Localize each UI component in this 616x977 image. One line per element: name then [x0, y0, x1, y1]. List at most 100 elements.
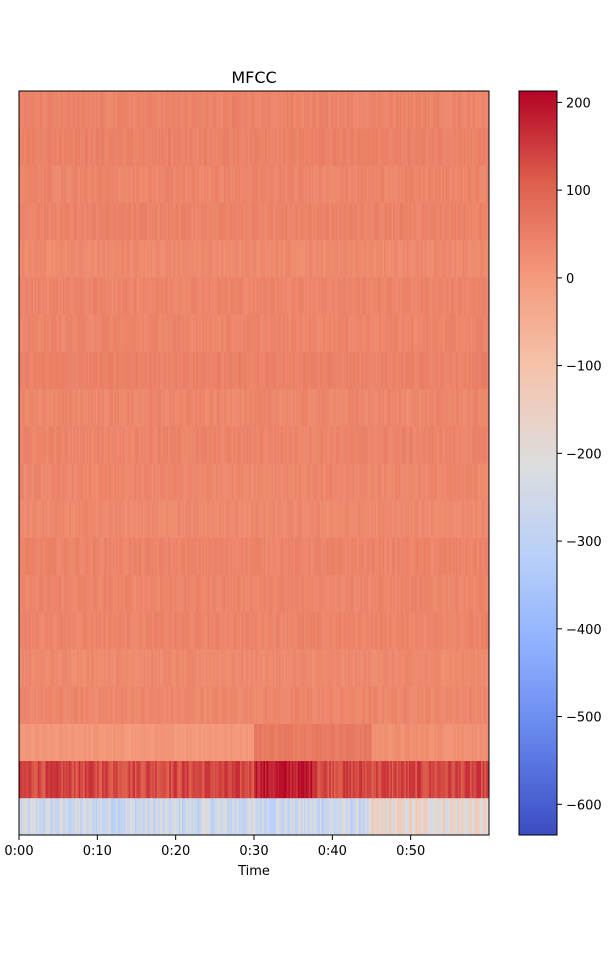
heatmap-cell [396, 574, 399, 613]
heatmap-cell [133, 723, 136, 761]
heatmap-cell [434, 760, 437, 799]
heatmap-cell [130, 611, 133, 650]
heatmap-cell [352, 314, 355, 352]
heatmap-cell [333, 649, 336, 687]
heatmap-cell [366, 277, 369, 315]
heatmap-cell [290, 239, 292, 278]
heatmap-cell [330, 351, 333, 389]
heatmap-cell [250, 797, 253, 836]
heatmap-cell [343, 277, 346, 315]
heatmap-cell [487, 760, 490, 799]
heatmap-cell [183, 797, 186, 836]
heatmap-cell [283, 537, 286, 575]
heatmap-cell [330, 463, 333, 501]
heatmap-cell [354, 277, 357, 315]
heatmap-cell [268, 388, 271, 427]
heatmap-cell [368, 723, 371, 761]
heatmap-cell [192, 351, 195, 389]
heatmap-cell [172, 611, 175, 650]
heatmap-cell [398, 277, 401, 315]
heatmap-cell [95, 760, 98, 799]
heatmap-cell [119, 611, 122, 650]
heatmap-cell [340, 611, 343, 650]
heatmap-cell [318, 797, 321, 836]
heatmap-cell [172, 797, 175, 836]
heatmap-cell [134, 388, 137, 427]
heatmap-cell [487, 388, 490, 427]
heatmap-cell [50, 797, 53, 836]
heatmap-cell [199, 239, 202, 278]
heatmap-cell [344, 277, 347, 315]
heatmap-cell [373, 649, 376, 687]
heatmap-cell [109, 574, 112, 613]
heatmap-cell [308, 202, 311, 241]
heatmap-cell [119, 574, 122, 613]
heatmap-cell [196, 388, 198, 427]
heatmap-cell [457, 463, 460, 501]
heatmap-cell [31, 537, 34, 575]
heatmap-cell [318, 686, 321, 724]
heatmap-cell [62, 797, 65, 836]
heatmap-cell [222, 277, 225, 315]
heatmap-cell [260, 649, 263, 687]
heatmap-cell [369, 611, 372, 650]
heatmap-cell [216, 500, 219, 538]
heatmap-cell [243, 649, 245, 687]
heatmap-cell [44, 649, 47, 687]
heatmap-cell [142, 463, 145, 501]
heatmap-cell [404, 239, 407, 278]
heatmap-cell [117, 463, 120, 501]
heatmap-cell [316, 463, 319, 501]
heatmap-cell [210, 686, 213, 724]
heatmap-cell [33, 649, 36, 687]
heatmap-cell [391, 686, 394, 724]
heatmap-cell [29, 611, 32, 650]
heatmap-cell [376, 611, 379, 650]
heatmap-cell [83, 351, 86, 389]
heatmap-cell [301, 760, 303, 799]
heatmap-cell [48, 649, 51, 687]
heatmap-cell [213, 611, 216, 650]
heatmap-cell [315, 277, 318, 315]
heatmap-cell [421, 463, 424, 501]
heatmap-cell [235, 314, 238, 352]
heatmap-cell [279, 723, 282, 761]
heatmap-cell [468, 277, 471, 315]
heatmap-cell [354, 500, 357, 538]
heatmap-cell [61, 686, 64, 724]
heatmap-cell [366, 537, 369, 575]
heatmap-cell [459, 760, 462, 799]
heatmap-cell [250, 723, 253, 761]
heatmap-cell [166, 611, 169, 650]
heatmap-cell [407, 277, 410, 315]
heatmap-cell [279, 574, 282, 613]
heatmap-cell [467, 351, 470, 389]
heatmap-cell [197, 723, 200, 761]
heatmap-cell [56, 760, 59, 799]
heatmap-cell [268, 239, 271, 278]
heatmap-cell [365, 797, 368, 836]
heatmap-cell [316, 314, 319, 352]
heatmap-cell [465, 239, 468, 278]
heatmap-cell [315, 723, 318, 761]
heatmap-cell [84, 500, 87, 538]
heatmap-cell [470, 649, 473, 687]
heatmap-cell [55, 314, 57, 352]
heatmap-cell [128, 239, 131, 278]
heatmap-cell [249, 537, 252, 575]
heatmap-cell [376, 463, 379, 501]
heatmap-cell [25, 314, 28, 352]
heatmap-cell [437, 723, 440, 761]
heatmap-cell [252, 202, 255, 241]
heatmap-cell [291, 388, 294, 427]
heatmap-cell [459, 574, 462, 613]
heatmap-cell [221, 351, 224, 389]
heatmap-cell [481, 797, 484, 836]
heatmap-cell [305, 425, 308, 464]
heatmap-cell [131, 351, 134, 389]
heatmap-cell [288, 723, 291, 761]
heatmap-cell [233, 797, 236, 836]
heatmap-cell [26, 574, 29, 613]
heatmap-cell [45, 314, 48, 352]
heatmap-cell [366, 388, 369, 427]
